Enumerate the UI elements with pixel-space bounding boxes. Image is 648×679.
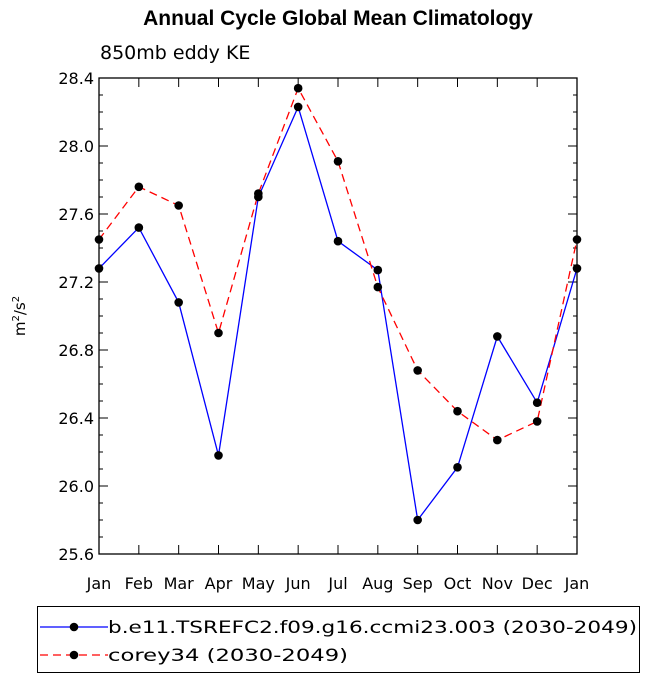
data-point-series-1 [333, 236, 343, 246]
x-tick-label: Aug [362, 574, 393, 593]
data-point-series-1 [373, 265, 383, 275]
legend-label-2: corey34 (2030-2049) [108, 646, 348, 666]
data-point-series-2 [572, 235, 582, 244]
y-tick-label: 25.6 [58, 545, 94, 564]
data-point-series-1 [134, 223, 144, 232]
legend-box [37, 606, 640, 673]
data-point-series-2 [333, 157, 343, 166]
y-tick-label: 26.8 [58, 341, 94, 360]
y-axis-label: m2/s2 [11, 296, 29, 336]
legend: b.e11.TSREFC2.f09.g16.ccmi23.003 (2030-2… [37, 606, 640, 673]
x-tick-label: Jan [564, 574, 590, 593]
data-point-series-1 [413, 515, 422, 525]
data-point-series-1 [572, 264, 582, 273]
y-label-exp1: 2 [11, 315, 22, 321]
y-tick-label: 26.4 [58, 409, 94, 428]
x-tick-label: Nov [482, 574, 513, 593]
x-tick-label: Mar [164, 574, 195, 593]
x-tick-label: Oct [444, 574, 472, 593]
series-line-2 [98, 86, 578, 441]
data-point-series-2 [453, 406, 462, 416]
plot-frame [98, 77, 578, 555]
series-lines [94, 83, 582, 525]
legend-marker-1 [69, 622, 79, 632]
data-point-series-1 [174, 298, 183, 307]
y-label-base: m [11, 322, 29, 337]
data-point-series-2 [373, 282, 383, 292]
y-tick-label: 28.0 [58, 137, 94, 156]
series-line-1 [98, 105, 578, 522]
data-point-series-2 [214, 328, 223, 338]
legend-label-1: b.e11.TSREFC2.f09.g16.ccmi23.003 (2030-2… [108, 618, 637, 638]
chart-subtitle: 850mb eddy KE [100, 42, 250, 64]
x-tick-label: Feb [125, 574, 153, 593]
y-label-exp2: 2 [11, 296, 22, 302]
x-tick-label: Jul [327, 574, 347, 593]
legend-marker-2 [69, 650, 79, 660]
y-tick-label: 27.6 [58, 205, 94, 224]
y-label-mid: /s [11, 302, 29, 315]
data-point-series-2 [94, 235, 104, 244]
y-tick-label: 26.0 [58, 477, 94, 496]
y-tick-label: 27.2 [58, 273, 94, 292]
data-point-series-2 [532, 417, 542, 426]
data-point-series-2 [254, 189, 263, 198]
x-tick-label: Dec [522, 574, 553, 593]
data-point-series-1 [94, 264, 104, 273]
axes: 25.6 26.0 26.4 26.8 27.2 27.6 28.0 28.4 Jan Feb Ma… [58, 69, 589, 593]
data-point-series-1 [214, 451, 223, 460]
data-point-series-2 [174, 201, 183, 210]
y-tick-label: 28.4 [58, 69, 94, 88]
x-tick-label: Jan [86, 574, 112, 593]
x-tick-label: Apr [205, 574, 233, 593]
data-point-series-2 [493, 435, 502, 445]
data-point-series-1 [293, 102, 303, 112]
data-point-series-2 [413, 366, 422, 375]
chart-title: Annual Cycle Global Mean Climatology [143, 7, 533, 30]
data-point-series-2 [293, 83, 303, 93]
x-tick-label: May [242, 574, 275, 593]
data-point-series-2 [134, 182, 144, 192]
x-tick-label: Sep [403, 574, 433, 593]
x-tick-label: Jun [285, 574, 311, 593]
data-point-series-1 [453, 463, 462, 472]
data-point-series-1 [532, 398, 542, 408]
data-point-series-1 [493, 332, 502, 341]
